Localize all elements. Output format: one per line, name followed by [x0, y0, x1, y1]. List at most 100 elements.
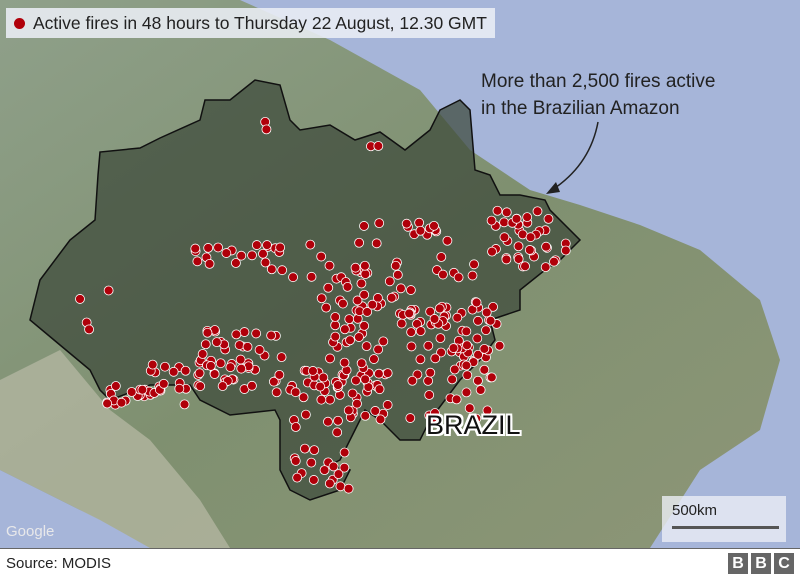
- fire-marker: [290, 456, 301, 466]
- fire-marker: [84, 324, 94, 335]
- fire-marker: [235, 354, 246, 365]
- fire-marker: [370, 406, 381, 416]
- fire-marker: [473, 349, 483, 360]
- fire-marker: [231, 329, 242, 340]
- fire-marker: [298, 392, 309, 403]
- fire-marker: [482, 405, 493, 416]
- fire-marker: [333, 469, 344, 480]
- fire-marker: [339, 357, 350, 368]
- fire-marker: [494, 340, 505, 351]
- fire-marker: [352, 398, 362, 409]
- andes-region: [0, 350, 230, 548]
- fire-marker: [213, 242, 223, 253]
- fire-marker: [325, 353, 335, 364]
- fire-marker: [436, 347, 446, 358]
- fire-marker: [415, 326, 426, 337]
- fire-marker: [261, 124, 272, 135]
- fire-marker: [356, 278, 367, 289]
- fire-marker: [513, 241, 524, 252]
- fire-marker: [339, 447, 350, 458]
- fire-marker: [406, 341, 417, 352]
- map[interactable]: [0, 0, 800, 548]
- fire-marker: [247, 250, 257, 261]
- fire-marker: [511, 213, 522, 224]
- fire-marker: [435, 333, 446, 344]
- fire-marker: [319, 465, 330, 476]
- fire-marker: [375, 414, 386, 425]
- fire-marker: [461, 360, 472, 371]
- fire-marker: [323, 416, 333, 427]
- fire-marker: [211, 337, 222, 348]
- fire-marker: [415, 354, 426, 365]
- fire-marker: [205, 361, 216, 371]
- fire-marker: [481, 307, 492, 318]
- fire-marker: [452, 312, 463, 323]
- fire-marker: [339, 324, 350, 335]
- fire-marker: [360, 410, 371, 421]
- fire-marker: [525, 232, 536, 243]
- fire-marker: [215, 358, 226, 369]
- fire-marker: [335, 481, 346, 492]
- fire-marker: [333, 380, 343, 390]
- fire-marker: [290, 387, 301, 398]
- fire-marker: [462, 340, 472, 351]
- fire-marker: [324, 478, 335, 489]
- fire-marker: [330, 320, 341, 331]
- fire-marker: [395, 283, 406, 294]
- fire-marker: [197, 349, 208, 359]
- fire-marker: [481, 325, 491, 336]
- fire-marker: [266, 330, 277, 341]
- fire-marker: [382, 368, 393, 379]
- annotation: More than 2,500 fires active in the Braz…: [481, 68, 715, 122]
- fire-marker: [520, 261, 530, 272]
- fire-marker: [160, 361, 170, 372]
- fire-marker: [359, 221, 369, 231]
- fire-marker: [453, 272, 464, 283]
- fire-marker: [221, 248, 232, 258]
- fire-marker: [236, 250, 247, 261]
- fire-marker: [102, 398, 113, 409]
- fire-marker: [200, 339, 211, 350]
- fire-marker: [429, 314, 440, 324]
- fire-marker: [461, 387, 472, 398]
- fire-marker: [461, 326, 472, 337]
- fire-marker: [467, 270, 478, 281]
- fire-marker: [469, 259, 479, 270]
- fire-marker: [203, 243, 214, 253]
- fire-marker: [540, 262, 551, 273]
- fire-marker: [384, 276, 395, 287]
- fire-marker: [423, 340, 434, 351]
- fire-marker: [382, 400, 393, 410]
- fire-marker: [406, 285, 416, 295]
- fire-marker: [103, 285, 114, 296]
- fire-marker: [290, 422, 301, 432]
- fire-marker: [318, 372, 329, 383]
- annotation-line-2: in the Brazilian Amazon: [481, 98, 680, 119]
- fire-marker: [549, 256, 559, 267]
- fire-marker: [425, 367, 436, 378]
- source-credit: Source: MODIS: [6, 555, 112, 572]
- fire-marker: [343, 483, 354, 494]
- fire-marker: [501, 254, 512, 265]
- fire-marker: [374, 218, 385, 229]
- fire-marker: [323, 282, 334, 293]
- fire-marker: [369, 354, 379, 364]
- fire-marker: [434, 303, 445, 314]
- scale-line: [672, 526, 779, 529]
- fire-marker: [499, 217, 509, 228]
- fire-marker: [488, 301, 498, 312]
- fire-marker: [342, 281, 353, 292]
- fire-marker: [373, 368, 384, 379]
- fire-marker: [479, 364, 490, 375]
- fire-marker: [158, 378, 169, 389]
- map-canvas: [0, 0, 800, 548]
- fire-marker: [332, 427, 343, 438]
- fire-marker: [354, 237, 365, 248]
- amazon-region: [29, 79, 582, 501]
- fire-marker: [462, 370, 473, 381]
- fire-marker: [209, 369, 220, 379]
- fire-marker: [274, 369, 285, 380]
- fire-marker: [430, 353, 441, 364]
- fire-marker: [390, 260, 401, 271]
- fire-marker: [352, 295, 363, 306]
